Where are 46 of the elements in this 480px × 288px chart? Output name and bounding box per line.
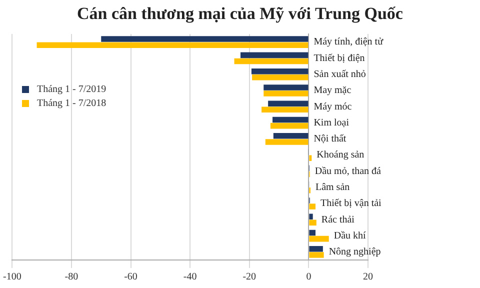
- y-tick-label: Máy tính, điện tử: [314, 36, 384, 48]
- bar: [252, 74, 308, 80]
- y-tick-label: May mặc: [314, 85, 352, 96]
- y-tick-label: Nông nghiệp: [328, 246, 381, 258]
- x-tick-label: 20: [363, 272, 373, 283]
- x-tick-label: -40: [183, 272, 197, 283]
- bar: [309, 220, 316, 226]
- bar: [240, 52, 308, 58]
- y-tick-label: Khoáng sản: [316, 150, 364, 161]
- bar: [309, 204, 316, 210]
- bar: [36, 42, 308, 48]
- x-tick-label: -60: [124, 272, 138, 283]
- bar: [309, 155, 312, 161]
- y-tick-label: Dầu mỏ, than đá: [314, 166, 382, 177]
- y-tick-label: Lâm sản: [315, 182, 350, 193]
- chart-title: Cán cân thương mại của Mỹ với Trung Quốc: [76, 4, 404, 24]
- bar: [268, 100, 308, 106]
- y-tick-label: Dầu khí: [334, 230, 366, 242]
- bar: [251, 68, 308, 74]
- x-tick-label: -100: [2, 272, 22, 283]
- bar: [309, 236, 329, 242]
- x-tick-label: -20: [242, 272, 256, 283]
- y-tick-label: Sản xuất nhỏ: [314, 68, 366, 80]
- bar: [270, 122, 308, 129]
- bar: [264, 84, 308, 90]
- bar: [309, 252, 324, 258]
- bar: [309, 246, 323, 252]
- legend-label: Tháng 1 - 7/2018: [37, 98, 106, 109]
- bar: [309, 214, 313, 220]
- bar: [272, 116, 308, 123]
- y-tick-label: Máy móc: [314, 101, 352, 112]
- y-tick-label: Kim loại: [314, 117, 350, 128]
- legend-label: Tháng 1 - 7/2019: [37, 84, 106, 95]
- y-tick-label: Rác thải: [321, 214, 355, 226]
- bar: [264, 90, 308, 96]
- bar: [309, 230, 316, 236]
- y-tick-label: Thiết bị điện: [314, 52, 365, 64]
- y-tick-label: Thiết bị vận tải: [320, 198, 382, 210]
- bar: [265, 139, 308, 145]
- bar: [262, 106, 308, 113]
- x-tick-label: 0: [306, 272, 312, 283]
- bar: [234, 58, 308, 64]
- y-tick-label: Nội thất: [314, 134, 346, 145]
- x-tick-label: -80: [64, 272, 78, 283]
- bar: [273, 133, 308, 139]
- bar: [101, 36, 308, 42]
